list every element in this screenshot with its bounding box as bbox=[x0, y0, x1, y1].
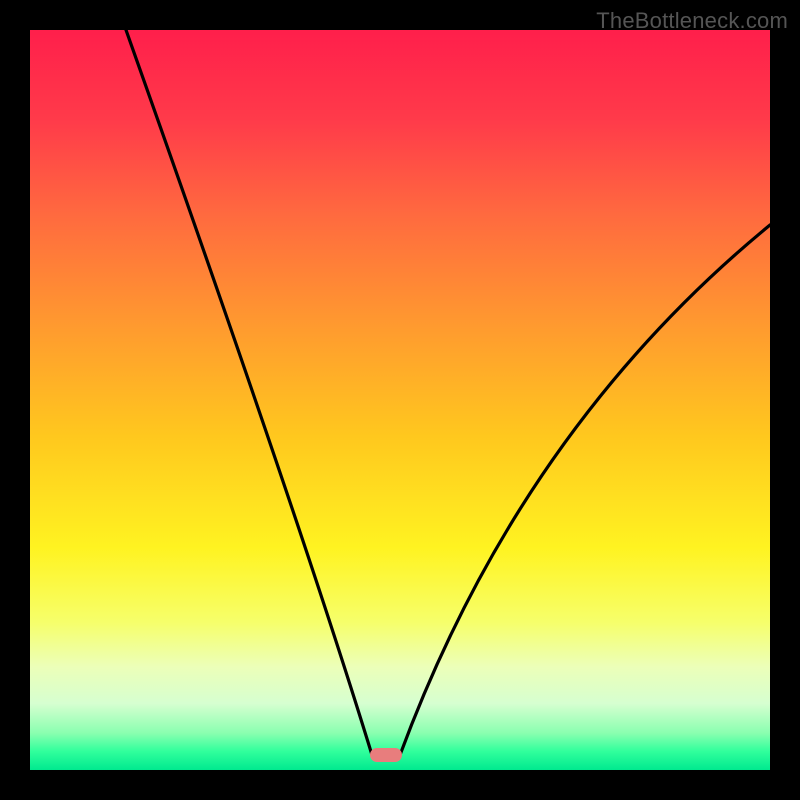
chart-stage: TheBottleneck.com bbox=[0, 0, 800, 800]
bottleneck-chart bbox=[0, 0, 800, 800]
watermark-text: TheBottleneck.com bbox=[596, 8, 788, 34]
plot-area bbox=[30, 30, 770, 770]
minimum-marker bbox=[370, 748, 402, 762]
